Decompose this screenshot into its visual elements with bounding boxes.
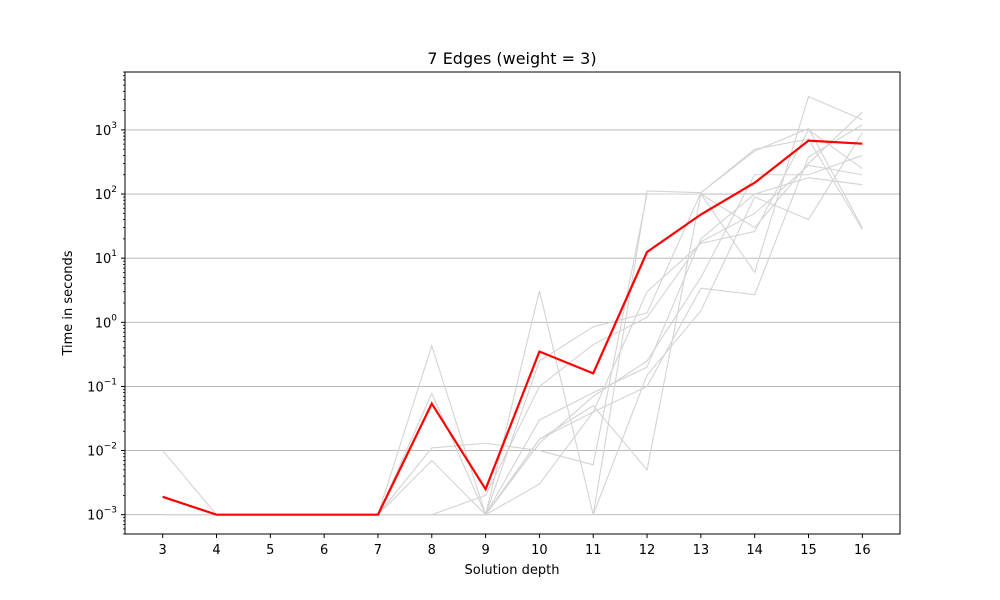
y-tick-label-3: 100 (95, 313, 118, 331)
plot-frame (124, 71, 901, 535)
y-axis-label: Time in seconds (61, 250, 76, 356)
y-tick-label-5: 102 (95, 185, 117, 203)
y-axis-ticks: 10−3 10−2 10−1 100 101 102 103 (87, 71, 125, 535)
x-tick-label-9: 12 (639, 543, 656, 558)
series-line-8 (162, 177, 863, 516)
series-line-mean (162, 139, 863, 516)
series-line-7 (162, 164, 863, 516)
gridlines (125, 129, 900, 516)
y-tick-label-6: 103 (95, 121, 117, 139)
x-tick-label-13: 16 (854, 543, 871, 558)
series-line-9 (162, 132, 863, 516)
series-line-4 (162, 95, 863, 516)
x-tick-label-5: 8 (428, 543, 436, 558)
y-tick-label-2: 10−1 (87, 377, 117, 395)
x-tick-label-0: 3 (159, 543, 167, 558)
x-tick-label-2: 5 (266, 543, 274, 558)
x-tick-label-7: 10 (531, 543, 548, 558)
series-lines (162, 95, 863, 517)
series-line-6 (162, 154, 863, 516)
series-line-3 (162, 111, 863, 516)
x-tick-label-1: 4 (212, 543, 220, 558)
x-axis-label: Solution depth (465, 563, 560, 578)
x-tick-label-4: 7 (374, 543, 382, 558)
x-tick-label-11: 14 (746, 543, 763, 558)
x-tick-label-6: 9 (481, 543, 489, 558)
y-tick-label-4: 101 (95, 249, 117, 267)
chart-title: 7 Edges (weight = 3) (427, 49, 596, 68)
series-line-2 (162, 127, 863, 517)
series-line-1 (162, 138, 863, 517)
y-tick-label-1: 10−2 (87, 442, 117, 460)
x-tick-label-12: 15 (800, 543, 817, 558)
x-axis-ticks: 3 4 5 6 7 8 9 10 11 12 13 14 15 16 (159, 534, 871, 558)
x-tick-label-8: 11 (585, 543, 602, 558)
y-tick-label-0: 10−3 (87, 506, 117, 524)
x-tick-label-3: 6 (320, 543, 328, 558)
series-line-5 (162, 124, 863, 516)
x-tick-label-10: 13 (693, 543, 710, 558)
